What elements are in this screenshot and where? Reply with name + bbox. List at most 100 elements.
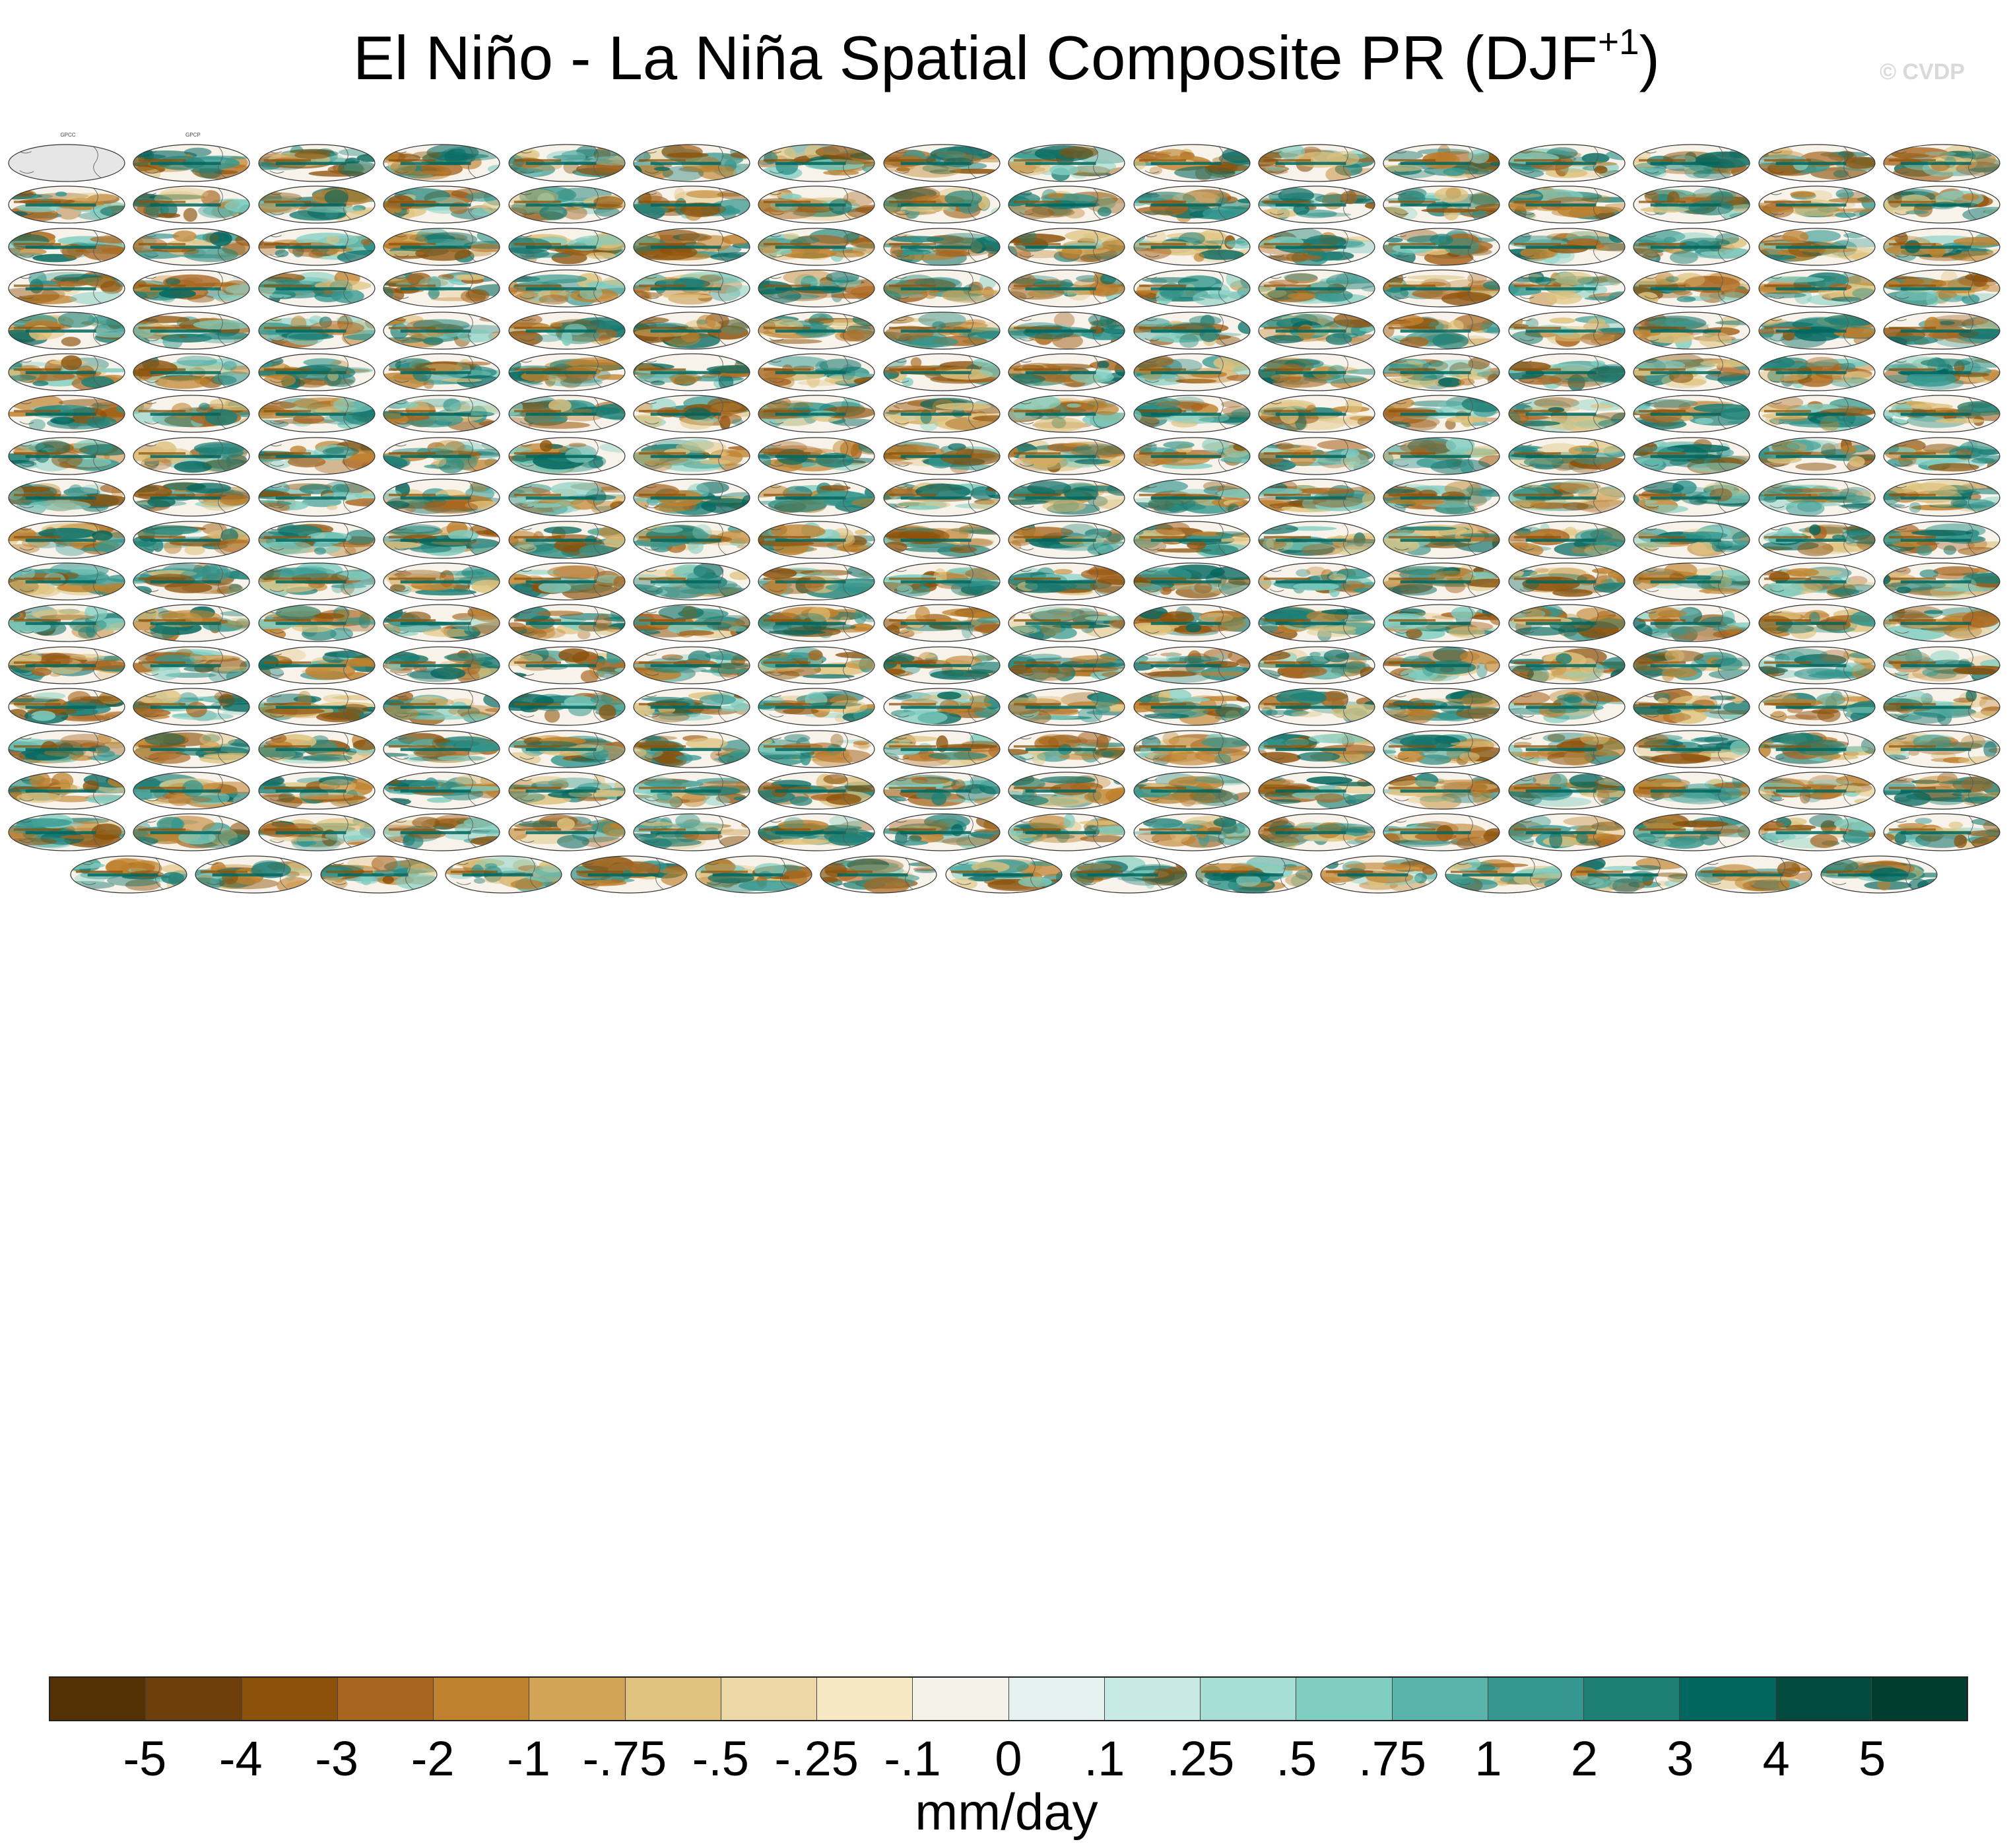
- equatorial-wet-band: [1025, 455, 1096, 458]
- composite-map: [1758, 185, 1876, 224]
- dry-band: [263, 535, 311, 539]
- equatorial-wet-band: [1900, 371, 1971, 374]
- dry-band: [1764, 410, 1811, 413]
- composite-map: [1883, 185, 2000, 224]
- composite-panel: [380, 216, 506, 267]
- dry-anomaly-patch: [1364, 202, 1375, 210]
- coastline: [967, 145, 977, 179]
- dry-band: [513, 451, 561, 455]
- dry-anomaly-patch: [898, 163, 962, 178]
- equatorial-wet-band: [400, 455, 471, 458]
- dry-band: [1513, 284, 1561, 287]
- coastline: [1092, 187, 1102, 220]
- dry-band: [1263, 284, 1311, 287]
- coastline: [342, 187, 352, 220]
- equatorial-wet-band: [1275, 496, 1346, 500]
- composite-map: [1883, 144, 2000, 182]
- dry-band: [13, 201, 61, 204]
- dry-anomaly-patch: [1508, 500, 1549, 509]
- equatorial-wet-band: [150, 412, 221, 416]
- dry-band: [513, 201, 561, 204]
- equatorial-wet-band: [776, 329, 846, 333]
- coastline: [717, 145, 727, 179]
- dry-anomaly-patch: [415, 245, 472, 261]
- composite-panel: [1380, 174, 1505, 225]
- map-border: [758, 144, 875, 182]
- equatorial-wet-band: [1900, 246, 1971, 249]
- dry-band: [263, 410, 311, 413]
- dry-anomaly-patch: [1773, 416, 1808, 422]
- dry-band: [139, 368, 186, 371]
- dry-band: [1389, 242, 1436, 246]
- equatorial-wet-band: [400, 371, 471, 374]
- composite-panel: [630, 174, 756, 225]
- dry-band: [1263, 326, 1311, 329]
- equatorial-wet-band: [1150, 246, 1222, 249]
- dry-band: [1389, 368, 1436, 371]
- wet-anomaly-patch: [1051, 205, 1073, 216]
- dry-anomaly-patch: [1828, 197, 1875, 204]
- wet-anomaly-patch: [1490, 162, 1500, 166]
- wet-anomaly-patch: [1150, 278, 1167, 285]
- equatorial-wet-band: [900, 246, 972, 249]
- wet-anomaly-patch: [394, 402, 419, 409]
- equatorial-wet-band: [1275, 246, 1346, 249]
- wet-anomaly-patch: [1074, 459, 1111, 465]
- equatorial-wet-band: [400, 496, 471, 500]
- dry-band: [1263, 451, 1311, 455]
- composite-map: [508, 144, 626, 182]
- equatorial-wet-band: [650, 496, 721, 500]
- map-border: [1133, 185, 1251, 224]
- dry-anomaly-patch: [1065, 208, 1085, 219]
- equatorial-wet-band: [25, 329, 96, 333]
- equatorial-wet-band: [900, 455, 972, 458]
- dry-band: [1263, 494, 1311, 496]
- dry-band: [638, 242, 686, 246]
- dry-band: [139, 451, 186, 455]
- wet-anomaly-patch: [1664, 236, 1676, 243]
- dry-anomaly-patch: [1269, 279, 1299, 286]
- equatorial-wet-band: [1775, 412, 1847, 416]
- equatorial-wet-band: [1775, 496, 1847, 500]
- dry-anomaly-patch: [1362, 482, 1375, 495]
- dry-band: [513, 410, 561, 413]
- composite-panel: [1880, 132, 2006, 183]
- equatorial-wet-band: [1650, 287, 1721, 291]
- dry-anomaly-patch: [1406, 275, 1465, 280]
- dry-anomaly-patch: [67, 193, 117, 202]
- dry-band: [263, 368, 311, 371]
- map-border: [133, 228, 250, 266]
- equatorial-wet-band: [776, 162, 846, 165]
- dry-anomaly-patch: [657, 407, 679, 418]
- dry-band: [1263, 201, 1311, 204]
- composite-map: [633, 144, 750, 182]
- equatorial-wet-band: [1525, 371, 1597, 374]
- equatorial-wet-band: [1025, 162, 1096, 165]
- dry-band: [13, 410, 61, 413]
- composite-panel: [1630, 132, 1756, 183]
- dry-band: [389, 201, 436, 204]
- equatorial-wet-band: [1775, 246, 1847, 249]
- composite-panel: [1005, 174, 1131, 225]
- wet-anomaly-patch: [1565, 377, 1621, 382]
- equatorial-wet-band: [650, 287, 721, 291]
- map-border: [1758, 144, 1876, 182]
- map-border: [1383, 185, 1500, 224]
- dry-band: [1014, 159, 1061, 162]
- coastline: [592, 229, 603, 263]
- dry-band: [513, 368, 561, 371]
- wet-anomaly-patch: [209, 231, 233, 246]
- equatorial-wet-band: [25, 371, 96, 374]
- equatorial-wet-band: [1900, 455, 1971, 458]
- dry-band: [1888, 284, 1936, 287]
- dry-band: [1513, 410, 1561, 413]
- composite-map: [1633, 144, 1750, 182]
- composite-map: [1383, 185, 1500, 224]
- dry-anomaly-patch: [550, 321, 562, 327]
- equatorial-wet-band: [150, 496, 221, 500]
- dry-anomaly-patch: [896, 167, 910, 172]
- equatorial-wet-band: [1401, 371, 1471, 374]
- wet-anomaly-patch: [1577, 276, 1623, 286]
- map-border: [133, 185, 250, 224]
- map-border: [1258, 185, 1375, 224]
